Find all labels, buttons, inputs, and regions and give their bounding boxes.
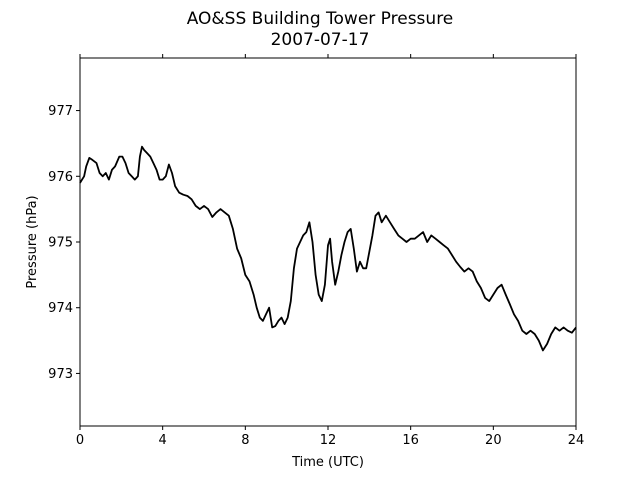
x-tick-3: 12: [320, 54, 337, 448]
pressure-series-line-0: [79, 145, 577, 352]
y-tick-0: 973: [48, 367, 80, 382]
chart-subtitle: 2007-07-17: [271, 30, 370, 50]
x-axis-label: Time (UTC): [291, 455, 364, 470]
y-tick-4: 977: [48, 104, 80, 119]
axis-ticks: 0 4 8 12 16 20 24 973 974 975 976 977: [48, 54, 584, 448]
x-tick-label: 16: [402, 433, 419, 448]
y-tick-1: 974: [48, 301, 80, 316]
x-tick-label: 20: [485, 433, 502, 448]
y-tick-label: 974: [48, 301, 73, 316]
y-tick-2: 975: [48, 236, 80, 251]
x-tick-1: 4: [159, 54, 167, 448]
x-tick-2: 8: [241, 54, 249, 448]
x-tick-label: 8: [241, 433, 249, 448]
x-tick-label: 4: [159, 433, 167, 448]
y-tick-label: 976: [48, 170, 73, 185]
x-tick-label: 0: [76, 433, 84, 448]
y-axis-label: Pressure (hPa): [25, 195, 40, 288]
chart-title: AO&SS Building Tower Pressure: [187, 9, 454, 29]
y-tick-label: 977: [48, 104, 73, 119]
y-tick-label: 973: [48, 367, 73, 382]
y-tick-3: 976: [48, 170, 80, 185]
x-tick-6: 24: [568, 54, 585, 448]
x-tick-5: 20: [485, 54, 502, 448]
plot-area: [79, 145, 577, 352]
x-tick-label: 12: [320, 433, 337, 448]
y-tick-label: 975: [48, 236, 73, 251]
x-tick-0: 0: [76, 54, 84, 448]
x-tick-label: 24: [568, 433, 585, 448]
plot-frame: [79, 57, 577, 427]
x-tick-4: 16: [402, 54, 419, 448]
